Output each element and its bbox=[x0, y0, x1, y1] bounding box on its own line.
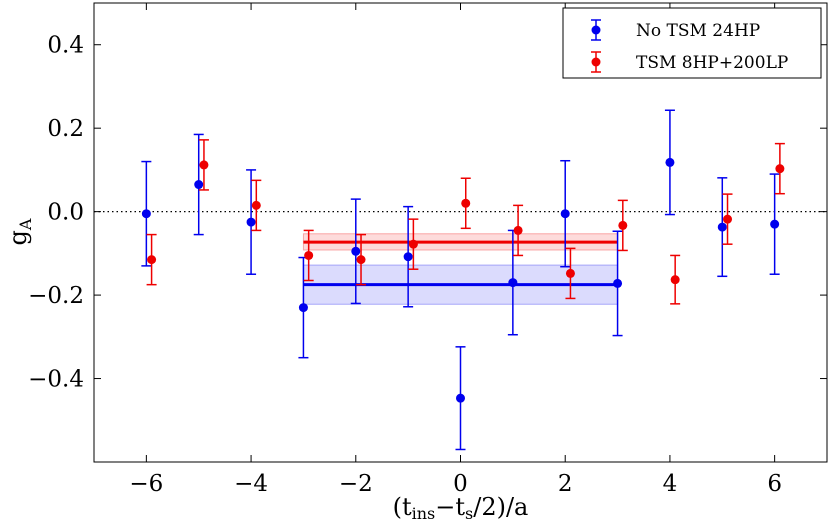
data-point-series-1 bbox=[775, 164, 785, 174]
x-tick-label: −4 bbox=[234, 471, 268, 497]
x-tick-label: 2 bbox=[558, 471, 573, 497]
axis-ticks: −6 −4 −2 0 2 4 6 −0.4 −0.2 0.0 0.2 0.4 bbox=[28, 3, 827, 497]
legend-entry-no-tsm: No TSM 24HP bbox=[591, 19, 760, 41]
data-point-series-0 bbox=[770, 219, 780, 229]
data-point-series-1 bbox=[618, 220, 628, 230]
data-point-series-1 bbox=[356, 255, 366, 265]
data-point-series-0 bbox=[456, 393, 465, 403]
legend-label-no-tsm: No TSM 24HP bbox=[636, 21, 760, 41]
x-tick-label: 0 bbox=[453, 471, 468, 497]
data-point-series-1 bbox=[565, 268, 575, 278]
data-point-series-1 bbox=[461, 198, 471, 208]
legend: No TSM 24HP TSM 8HP+200LP bbox=[562, 7, 822, 79]
x-tick-label: 4 bbox=[663, 471, 678, 497]
legend-entry-tsm: TSM 8HP+200LP bbox=[591, 51, 788, 73]
y-tick-label: 0.2 bbox=[47, 116, 84, 142]
data-point-series-0 bbox=[246, 217, 256, 227]
data-point-series-0 bbox=[613, 278, 623, 288]
legend-box bbox=[562, 7, 822, 79]
legend-marker-dot-red bbox=[591, 57, 601, 67]
data-point-series-0 bbox=[351, 246, 361, 256]
y-tick-label: −0.2 bbox=[28, 283, 84, 309]
x-tick-label: 6 bbox=[767, 471, 782, 497]
data-point-series-0 bbox=[560, 209, 570, 219]
y-tick-label: −0.4 bbox=[28, 367, 84, 393]
data-point-series-0 bbox=[298, 303, 308, 313]
y-tick-label: 0.4 bbox=[47, 33, 84, 59]
axis-labels: (tins−ts/2)/a gA bbox=[4, 218, 528, 523]
data-point-series-1 bbox=[723, 214, 733, 224]
data-point-series-1 bbox=[251, 200, 261, 210]
data-point-series-1 bbox=[199, 160, 209, 170]
data-point-series-1 bbox=[513, 225, 523, 235]
data-point-series-1 bbox=[147, 255, 157, 265]
x-axis-label: (tins−ts/2)/a bbox=[393, 493, 529, 523]
data-points bbox=[141, 109, 785, 451]
legend-marker-dot-blue bbox=[591, 25, 601, 35]
data-point-series-1 bbox=[670, 275, 680, 285]
data-point-series-0 bbox=[141, 209, 151, 219]
data-point-series-0 bbox=[508, 278, 518, 288]
x-tick-label: −2 bbox=[339, 471, 373, 497]
x-tick-label: −6 bbox=[129, 471, 163, 497]
data-point-series-0 bbox=[403, 252, 413, 262]
data-point-series-0 bbox=[665, 157, 675, 167]
data-point-series-1 bbox=[304, 250, 314, 260]
data-point-series-0 bbox=[194, 180, 204, 190]
data-point-series-1 bbox=[408, 239, 418, 249]
y-tick-label: 0.0 bbox=[47, 200, 84, 226]
data-point-series-0 bbox=[717, 222, 727, 232]
legend-label-tsm: TSM 8HP+200LP bbox=[636, 53, 788, 73]
